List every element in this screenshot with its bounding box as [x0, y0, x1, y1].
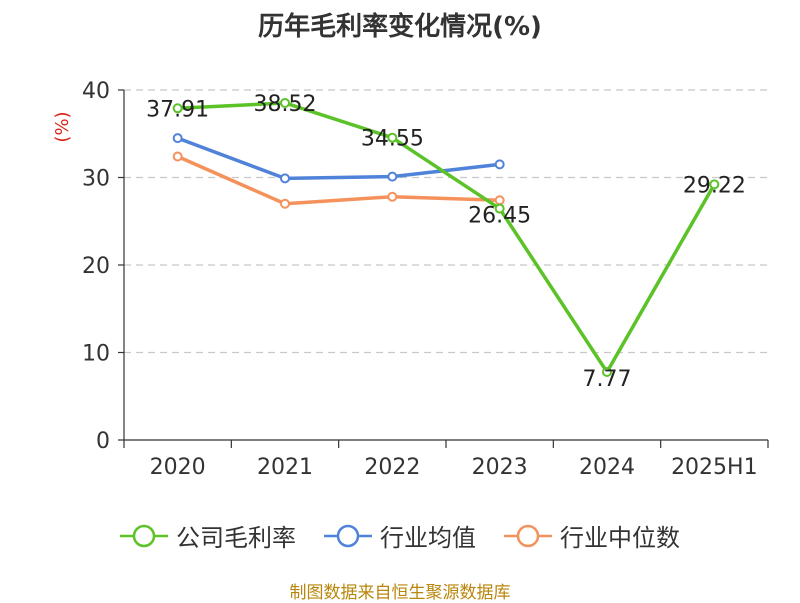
legend-marker-icon — [120, 524, 168, 547]
legend-item: 行业中位数 — [504, 518, 680, 553]
y-tick-label: 40 — [82, 79, 110, 104]
data-point — [387, 191, 398, 202]
legend-circle — [516, 524, 540, 547]
footer-source: 制图数据来自恒生聚源数据库 — [289, 583, 511, 603]
data-point — [494, 203, 505, 214]
legend-label: 行业中位数 — [560, 524, 680, 552]
legend-item: 公司毛利率 — [120, 518, 296, 553]
legend: 公司毛利率 行业均值 行业中位数 — [0, 518, 800, 553]
x-tick-label: 2021 — [257, 455, 313, 480]
data-point — [602, 367, 612, 378]
chart-title: 历年毛利率变化情况(%) — [258, 12, 542, 42]
legend-circle — [336, 524, 360, 547]
data-point — [280, 173, 290, 184]
data-point — [494, 159, 505, 170]
data-point — [172, 133, 183, 144]
data-label: 26.45 — [468, 204, 531, 229]
legend-label: 公司毛利率 — [176, 524, 296, 552]
data-point — [709, 179, 720, 190]
legend-marker-icon — [324, 524, 372, 547]
data-point — [172, 103, 183, 114]
y-tick-label: 10 — [82, 342, 110, 367]
y-tick-label: 30 — [82, 167, 110, 192]
x-tick-label: 2023 — [472, 455, 528, 480]
x-tick-label: 2020 — [150, 455, 206, 480]
data-label: 34.55 — [361, 127, 424, 152]
data-point — [387, 171, 398, 182]
legend-item: 行业均值 — [324, 518, 476, 553]
data-point — [387, 132, 398, 143]
data-point — [172, 151, 183, 162]
legend-label: 行业均值 — [380, 524, 476, 552]
data-label: 29.22 — [683, 173, 746, 198]
x-tick-label: 2025H1 — [671, 455, 758, 480]
data-label: 37.91 — [146, 97, 209, 122]
data-point — [280, 198, 290, 209]
series-line-1 — [177, 136, 500, 181]
data-label: 7.77 — [583, 367, 632, 392]
x-tick-label: 2022 — [364, 455, 420, 480]
series-line-2 — [176, 154, 500, 206]
legend-marker-icon — [504, 524, 552, 547]
y-tick-label: 0 — [96, 429, 110, 454]
y-axis-label: (%) — [52, 111, 73, 142]
series-line-0 — [177, 101, 716, 374]
y-tick-label: 20 — [82, 254, 110, 279]
x-tick-label: 2024 — [579, 455, 635, 480]
data-label: 38.52 — [254, 92, 317, 117]
data-point — [280, 97, 290, 108]
legend-circle — [132, 524, 156, 547]
